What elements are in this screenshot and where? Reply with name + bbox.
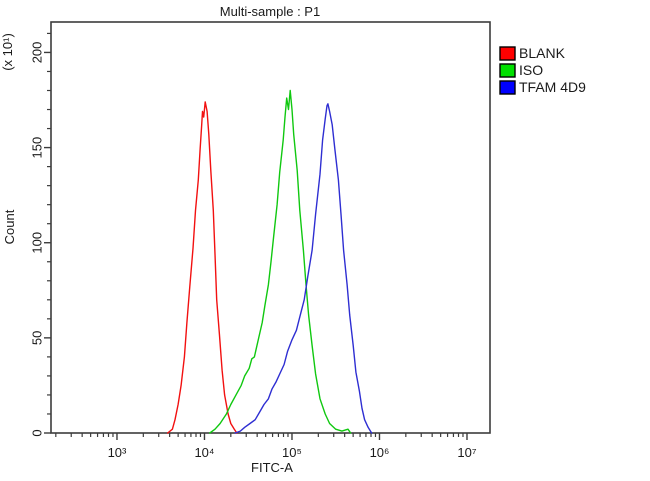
x-axis-ticks: 10³ 10⁴ 10⁵ 10⁶ 10⁷	[55, 433, 477, 460]
legend-label: BLANK	[519, 45, 566, 61]
y-tick-label: 100	[30, 232, 45, 254]
x-axis-label: FITC-A	[251, 460, 293, 475]
legend-swatch	[499, 80, 516, 95]
x-tick-label: 10³	[108, 445, 127, 460]
y-tick-label: 0	[30, 429, 45, 436]
curve-tfam-4d9	[234, 103, 373, 434]
y-tick-label: 200	[30, 42, 45, 64]
y-tick-label: 50	[30, 331, 45, 345]
legend-swatch	[499, 63, 516, 78]
legend-item: ISO	[499, 62, 543, 78]
curve-blank	[166, 101, 238, 434]
histogram-curves	[166, 89, 373, 434]
legend-label: TFAM 4D9	[519, 79, 586, 95]
plot-area-border	[50, 21, 491, 434]
chart-title: Multi-sample : P1	[220, 4, 320, 19]
x-tick-label: 10⁶	[370, 445, 390, 460]
legend-item: BLANK	[499, 45, 566, 61]
legend-label: ISO	[519, 62, 543, 78]
x-tick-label: 10⁷	[457, 445, 476, 460]
y-axis-unit-label: (x 10¹)	[0, 33, 15, 71]
legend-item: TFAM 4D9	[499, 79, 586, 95]
y-tick-label: 150	[30, 137, 45, 159]
x-tick-label: 10⁴	[194, 445, 214, 460]
legend-swatch	[499, 46, 516, 61]
y-axis-ticks: 0 50 100 150 200	[30, 32, 51, 437]
curve-iso	[209, 89, 352, 434]
x-tick-label: 10⁵	[282, 445, 302, 460]
y-axis-label: Count	[2, 209, 17, 244]
